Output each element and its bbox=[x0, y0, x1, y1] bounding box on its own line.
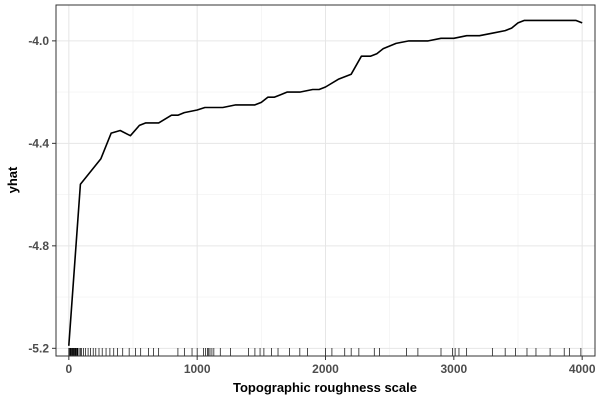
x-tick-label: 0 bbox=[65, 362, 72, 376]
series-line bbox=[68, 19, 583, 346]
series-line-group bbox=[68, 19, 583, 346]
y-axis: -5.2 -4.8 -4.4 -4.0 bbox=[28, 34, 56, 355]
x-tick-label: 4000 bbox=[569, 362, 596, 376]
y-tick-label: -4.8 bbox=[28, 239, 49, 253]
x-tick-label: 2000 bbox=[312, 362, 339, 376]
x-tick-label: 1000 bbox=[184, 362, 211, 376]
y-axis-title: yhat bbox=[5, 166, 20, 193]
grid bbox=[56, 5, 595, 356]
y-tick-label: -4.4 bbox=[28, 136, 49, 150]
x-axis-title: Topographic roughness scale bbox=[233, 380, 417, 395]
y-tick-label: -4.0 bbox=[28, 34, 49, 48]
x-tick-label: 3000 bbox=[440, 362, 467, 376]
y-tick-label: -5.2 bbox=[28, 341, 49, 355]
rug bbox=[68, 348, 582, 356]
x-axis: 0 1000 2000 3000 4000 bbox=[65, 356, 596, 376]
